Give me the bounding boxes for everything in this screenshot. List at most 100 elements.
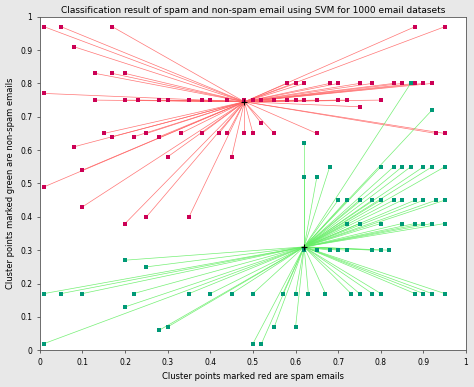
Point xyxy=(40,341,48,347)
Point xyxy=(228,291,236,297)
X-axis label: Cluster points marked red are spam emails: Cluster points marked red are spam email… xyxy=(162,372,344,382)
Point xyxy=(57,291,65,297)
Point xyxy=(249,130,257,137)
Point xyxy=(198,130,206,137)
Point xyxy=(258,97,265,103)
Point xyxy=(441,24,448,30)
Point xyxy=(130,134,137,140)
Point xyxy=(390,197,397,203)
Point xyxy=(207,291,214,297)
Point xyxy=(283,80,291,87)
Point xyxy=(224,97,231,103)
Point xyxy=(407,80,414,87)
Point xyxy=(441,221,448,227)
Point xyxy=(419,221,427,227)
Point xyxy=(301,80,308,87)
Point xyxy=(241,97,248,103)
Point xyxy=(419,291,427,297)
Point xyxy=(313,97,321,103)
Point xyxy=(79,204,86,210)
Point xyxy=(343,97,351,103)
Point xyxy=(432,197,440,203)
Point xyxy=(283,97,291,103)
Point xyxy=(419,80,427,87)
Point xyxy=(185,214,193,220)
Point xyxy=(398,221,406,227)
Point xyxy=(377,247,384,253)
Point xyxy=(356,104,363,110)
Point xyxy=(155,97,163,103)
Point xyxy=(241,130,248,137)
Point xyxy=(377,221,384,227)
Point xyxy=(164,97,172,103)
Point xyxy=(411,291,419,297)
Point xyxy=(121,70,129,77)
Point xyxy=(207,97,214,103)
Point xyxy=(326,80,334,87)
Point xyxy=(368,291,376,297)
Point xyxy=(130,291,137,297)
Point xyxy=(70,44,78,50)
Point xyxy=(411,24,419,30)
Point xyxy=(40,24,48,30)
Point xyxy=(411,80,419,87)
Point xyxy=(428,107,436,113)
Point xyxy=(258,341,265,347)
Point xyxy=(292,97,300,103)
Point xyxy=(121,221,129,227)
Point xyxy=(313,174,321,180)
Point xyxy=(279,291,287,297)
Point xyxy=(185,97,193,103)
Point xyxy=(109,24,116,30)
Point xyxy=(249,97,257,103)
Point xyxy=(377,164,384,170)
Point xyxy=(441,197,448,203)
Y-axis label: Cluster points marked green are non-spam emails: Cluster points marked green are non-spam… xyxy=(6,78,15,289)
Point xyxy=(155,134,163,140)
Point xyxy=(411,221,419,227)
Point xyxy=(305,291,312,297)
Point xyxy=(356,291,363,297)
Point xyxy=(143,264,150,270)
Point xyxy=(385,247,393,253)
Point xyxy=(335,247,342,253)
Point xyxy=(177,130,184,137)
Point xyxy=(164,154,172,160)
Point xyxy=(428,291,436,297)
Point xyxy=(301,140,308,147)
Point xyxy=(419,164,427,170)
Point xyxy=(335,97,342,103)
Point xyxy=(109,134,116,140)
Point xyxy=(428,80,436,87)
Point xyxy=(326,247,334,253)
Point xyxy=(313,247,321,253)
Point xyxy=(143,130,150,137)
Point xyxy=(377,197,384,203)
Point xyxy=(134,97,142,103)
Point xyxy=(292,324,300,330)
Point xyxy=(407,164,414,170)
Point xyxy=(79,167,86,173)
Point xyxy=(301,247,308,253)
Point xyxy=(40,90,48,96)
Point xyxy=(326,164,334,170)
Point xyxy=(109,70,116,77)
Point xyxy=(390,80,397,87)
Point xyxy=(143,214,150,220)
Point xyxy=(121,257,129,263)
Point xyxy=(377,97,384,103)
Point xyxy=(419,197,427,203)
Point xyxy=(347,291,355,297)
Point xyxy=(428,164,436,170)
Point xyxy=(155,327,163,333)
Point xyxy=(91,97,99,103)
Point xyxy=(313,130,321,137)
Point xyxy=(164,324,172,330)
Point xyxy=(40,291,48,297)
Point xyxy=(398,164,406,170)
Title: Classification result of spam and non-spam email using SVM for 1000 email datase: Classification result of spam and non-sp… xyxy=(61,5,445,15)
Point xyxy=(368,247,376,253)
Point xyxy=(335,197,342,203)
Point xyxy=(441,291,448,297)
Point xyxy=(411,197,419,203)
